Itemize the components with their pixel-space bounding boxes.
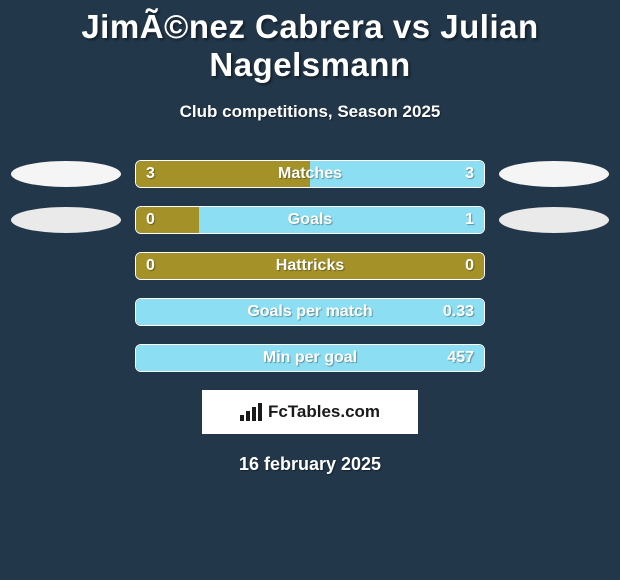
stat-row: 3 3 Matches (0, 160, 620, 188)
stat-left-value: 3 (146, 165, 155, 183)
logo-text: FcTables.com (268, 402, 380, 422)
stat-right-value: 1 (465, 211, 474, 229)
bar-right-fill (199, 207, 484, 233)
stat-right-value: 457 (447, 349, 474, 367)
stat-bar: 0.33 Goals per match (135, 298, 485, 326)
stat-label: Goals (288, 211, 332, 229)
stat-bar: 457 Min per goal (135, 344, 485, 372)
stat-right-value: 3 (465, 165, 474, 183)
avatar-spacer (499, 345, 609, 371)
logo: FcTables.com (240, 402, 380, 422)
stat-row: 0.33 Goals per match (0, 298, 620, 326)
subtitle: Club competitions, Season 2025 (0, 102, 620, 122)
player-left-avatar (11, 207, 121, 233)
stat-label: Matches (278, 165, 342, 183)
stat-row: 0 1 Goals (0, 206, 620, 234)
player-right-avatar (499, 207, 609, 233)
avatar-spacer (11, 299, 121, 325)
stat-right-value: 0.33 (443, 303, 474, 321)
avatar-spacer (11, 253, 121, 279)
bar-chart-icon (240, 403, 262, 421)
stat-row: 457 Min per goal (0, 344, 620, 372)
stat-right-value: 0 (465, 257, 474, 275)
player-left-avatar (11, 161, 121, 187)
stat-label: Hattricks (276, 257, 344, 275)
date-label: 16 february 2025 (0, 454, 620, 475)
player-right-avatar (499, 161, 609, 187)
stat-bar: 3 3 Matches (135, 160, 485, 188)
stat-bar: 0 1 Goals (135, 206, 485, 234)
avatar-spacer (499, 299, 609, 325)
avatar-spacer (499, 253, 609, 279)
stats-rows: 3 3 Matches 0 1 Goals 0 0 Hattricks 0.33 Goals per… (0, 160, 620, 372)
logo-box: FcTables.com (202, 390, 418, 434)
stat-row: 0 0 Hattricks (0, 252, 620, 280)
stat-label: Goals per match (247, 303, 372, 321)
stat-label: Min per goal (263, 349, 357, 367)
stat-left-value: 0 (146, 257, 155, 275)
stat-left-value: 0 (146, 211, 155, 229)
page-title: JimÃ©nez Cabrera vs Julian Nagelsmann (0, 0, 620, 84)
stat-bar: 0 0 Hattricks (135, 252, 485, 280)
avatar-spacer (11, 345, 121, 371)
